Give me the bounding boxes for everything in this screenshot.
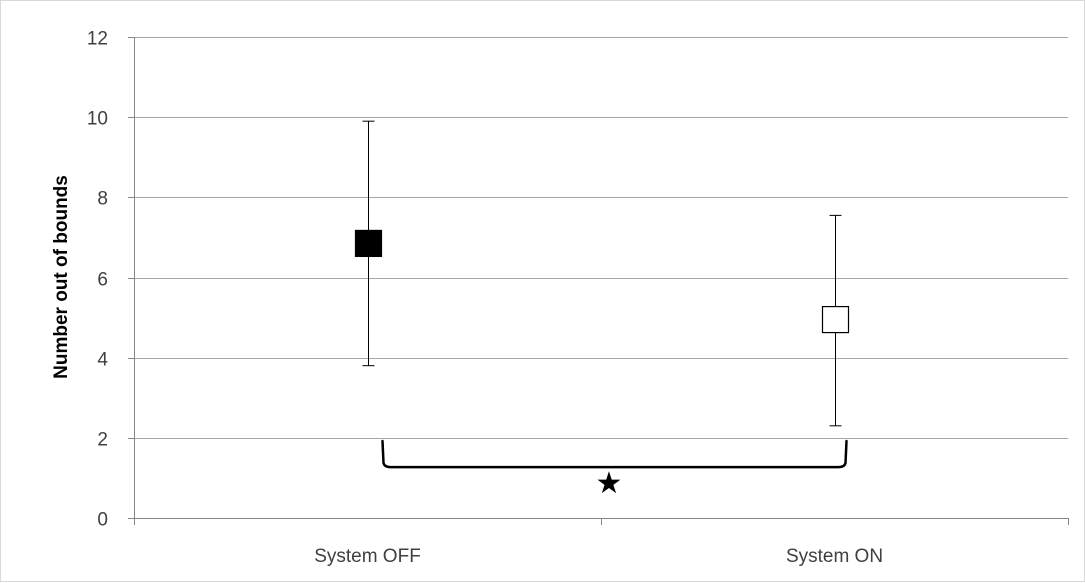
marker-layer (354, 229, 850, 334)
y-tick-label: 10 (87, 109, 108, 130)
x-tick-label: System ON (786, 546, 883, 567)
y-tick-label: 6 (97, 270, 108, 291)
y-tick-label: 8 (97, 189, 108, 210)
grid-layer (134, 37, 1068, 439)
axis-layer (128, 37, 1069, 525)
tick-label-layer: 0 2 4 6 8 10 12 System OFF System ON (87, 29, 883, 568)
x-tick-label: System OFF (314, 546, 421, 567)
significance-star: ★ (596, 466, 623, 501)
annotation-layer: ★ (381, 439, 848, 501)
y-tick-label: 12 (87, 29, 108, 50)
y-tick-label: 0 (97, 510, 108, 531)
y-tick-label: 4 (97, 350, 108, 371)
data-point-filled-square (354, 229, 383, 258)
y-tick-label: 2 (97, 430, 108, 451)
errorbar-layer (362, 120, 842, 427)
significance-bracket (381, 439, 848, 469)
y-axis-title: Number out of bounds (51, 175, 72, 379)
data-point-open-square (821, 305, 850, 334)
